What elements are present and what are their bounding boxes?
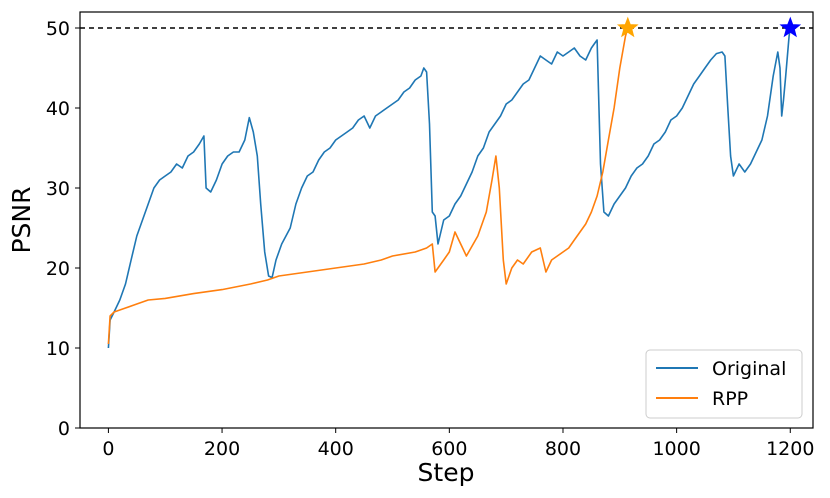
x-axis-ticks: 0 200 400 600 800 1000 1200 — [102, 428, 814, 460]
y-axis-ticks: 0 10 20 30 40 50 — [46, 18, 80, 440]
y-tick-label: 0 — [58, 418, 70, 440]
star-marker-0 — [616, 16, 639, 38]
x-tick-label: 600 — [431, 438, 467, 460]
y-tick-label: 20 — [46, 258, 70, 280]
x-tick-label: 800 — [545, 438, 581, 460]
y-tick-label: 40 — [46, 98, 70, 120]
x-tick-label: 400 — [318, 438, 354, 460]
x-tick-label: 0 — [102, 438, 114, 460]
marker-group — [616, 16, 802, 38]
legend-label-original: Original — [712, 358, 786, 380]
series-group — [107, 27, 792, 349]
legend: Original RPP — [645, 349, 803, 419]
series-line-original — [107, 27, 792, 349]
y-axis-title: PSNR — [7, 186, 36, 253]
x-tick-label: 200 — [204, 438, 240, 460]
x-axis-title: Step — [418, 458, 475, 487]
y-tick-label: 10 — [46, 338, 70, 360]
x-tick-label: 1000 — [652, 438, 700, 460]
star-marker-1 — [779, 16, 802, 38]
legend-label-rpp: RPP — [712, 388, 748, 410]
y-tick-label: 50 — [46, 18, 70, 40]
series-line-rpp — [107, 27, 629, 345]
y-tick-label: 30 — [46, 178, 70, 200]
x-tick-label: 1200 — [766, 438, 814, 460]
